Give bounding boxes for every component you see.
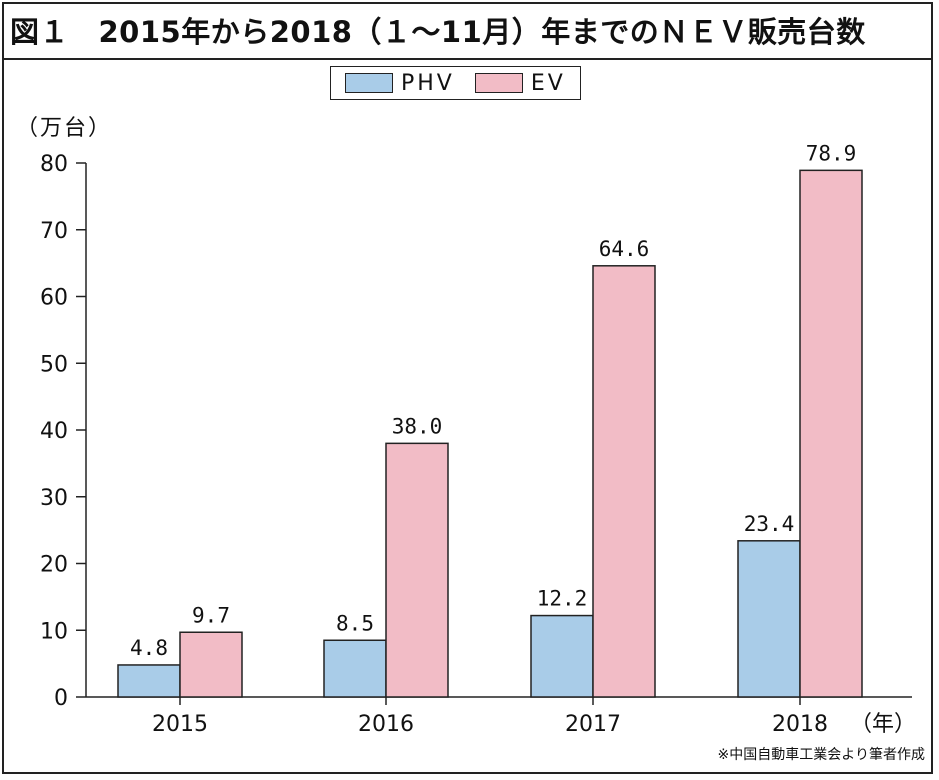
bar-phv-2015 [117,664,181,698]
y-tick-label-70: 70 [40,219,68,244]
legend-label-ev: EV [530,70,566,96]
x-tick-label-2015: 2015 [152,712,208,737]
x-tick-label-2016: 2016 [358,712,414,737]
bar-ev-2015 [179,631,243,698]
legend: PHV EV [330,66,581,100]
y-tick-label-30: 30 [40,486,68,511]
data-label-ev-2017: 64.6 [599,237,650,261]
legend-item-ev: EV [474,70,566,96]
bar-phv-2016 [323,639,387,698]
data-label-ev-2015: 9.7 [192,603,230,627]
y-tick-label-80: 80 [40,152,68,177]
y-tick-label-60: 60 [40,286,68,311]
data-label-phv-2017: 12.2 [537,587,588,611]
bar-ev-2016 [385,442,449,698]
data-label-phv-2015: 4.8 [130,636,168,660]
data-label-phv-2018: 23.4 [744,512,795,536]
data-label-ev-2016: 38.0 [392,414,443,438]
bar-ev-2017 [592,265,656,698]
y-tick-label-50: 50 [40,352,68,377]
title-divider [4,58,931,60]
legend-swatch-ev [474,73,523,93]
chart-title: 図１ 2015年から2018（１～11月）年までのＮＥＶ販売台数 [10,15,866,49]
data-label-ev-2018: 78.9 [806,141,857,165]
x-tick-label-2018: 2018 [772,712,828,737]
bar-phv-2017 [530,614,594,698]
bar-ev-2018 [799,169,863,698]
y-tick-label-40: 40 [40,419,68,444]
y-tick-label-0: 0 [54,686,68,711]
x-tick-label-2017: 2017 [565,712,621,737]
bar-phv-2018 [737,540,801,698]
data-label-phv-2016: 8.5 [336,611,374,635]
legend-swatch-phv [345,73,393,93]
y-axis-unit-label: （万台） [16,116,113,141]
legend-item-phv: PHV [345,71,455,96]
y-tick-label-20: 20 [40,553,68,578]
x-axis-unit-label: （年） [850,712,916,737]
source-note: ※中国自動車工業会より筆者作成 [717,747,925,763]
y-tick-label-10: 10 [40,619,68,644]
legend-label-phv: PHV [401,70,455,96]
